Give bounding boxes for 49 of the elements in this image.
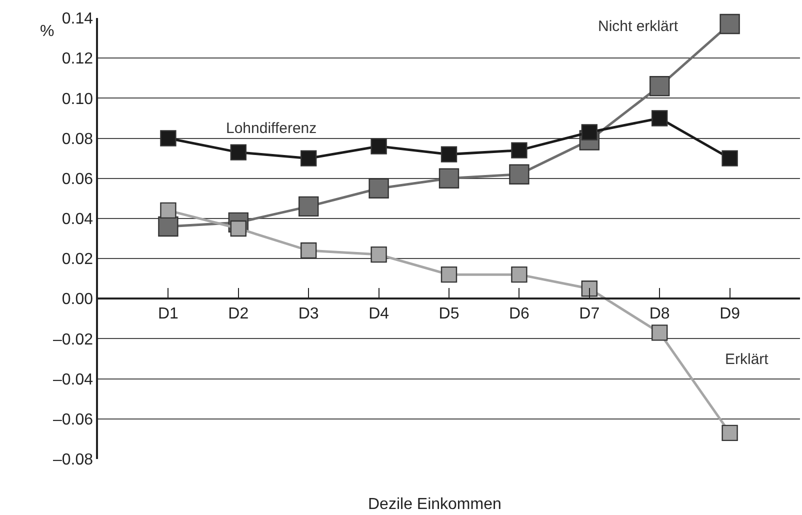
series-label: Nicht erklärt bbox=[598, 18, 679, 35]
point bbox=[300, 242, 317, 259]
point bbox=[652, 110, 668, 126]
y-tick-label: –0.04 bbox=[53, 371, 94, 388]
y-tick-label: –0.06 bbox=[53, 412, 94, 429]
point bbox=[722, 424, 738, 442]
point bbox=[230, 144, 246, 160]
y-tick-label: 0.12 bbox=[62, 50, 94, 68]
point bbox=[440, 266, 458, 283]
x-tick-label: D5 bbox=[438, 306, 460, 323]
x-tick-label: D4 bbox=[368, 306, 390, 323]
point bbox=[511, 266, 528, 283]
point bbox=[160, 202, 176, 219]
x-tick-label: D9 bbox=[720, 306, 740, 323]
series-label: Lohndifferenz bbox=[226, 120, 317, 137]
y-tick-label: 0.14 bbox=[62, 10, 94, 28]
x-tick-label: D6 bbox=[508, 306, 530, 323]
x-tick-label: D3 bbox=[298, 306, 319, 323]
x-axis-title: Dezile Einkommen bbox=[368, 496, 502, 513]
point bbox=[370, 138, 387, 154]
y-tick-label: 0.08 bbox=[62, 130, 94, 148]
point bbox=[440, 146, 458, 162]
x-tick-label: D8 bbox=[649, 306, 670, 323]
y-tick-label: 0.02 bbox=[62, 251, 94, 268]
point bbox=[722, 150, 738, 166]
x-tick-label: D1 bbox=[158, 306, 179, 323]
y-axis-title: % bbox=[40, 23, 54, 40]
point bbox=[650, 76, 670, 96]
y-tick-label: 0.04 bbox=[62, 211, 94, 228]
x-tick-label: D2 bbox=[228, 306, 249, 323]
point bbox=[298, 196, 319, 217]
point bbox=[300, 150, 317, 166]
point bbox=[370, 246, 387, 263]
y-tick-label: –0.08 bbox=[53, 452, 94, 469]
text: Erklärt bbox=[725, 351, 770, 368]
y-tick-label: 0.00 bbox=[62, 291, 94, 308]
point bbox=[158, 216, 178, 237]
point bbox=[160, 130, 176, 146]
y-tick-label: 0.10 bbox=[62, 90, 94, 108]
y-tick-label: –0.02 bbox=[53, 331, 94, 348]
point bbox=[509, 164, 530, 184]
point bbox=[652, 324, 668, 341]
point bbox=[438, 168, 460, 188]
y-tick-label: 0.06 bbox=[62, 170, 94, 188]
point bbox=[581, 280, 598, 297]
point bbox=[720, 14, 740, 34]
x-tick-label: D7 bbox=[579, 306, 600, 323]
point bbox=[511, 142, 528, 158]
point bbox=[368, 178, 389, 198]
